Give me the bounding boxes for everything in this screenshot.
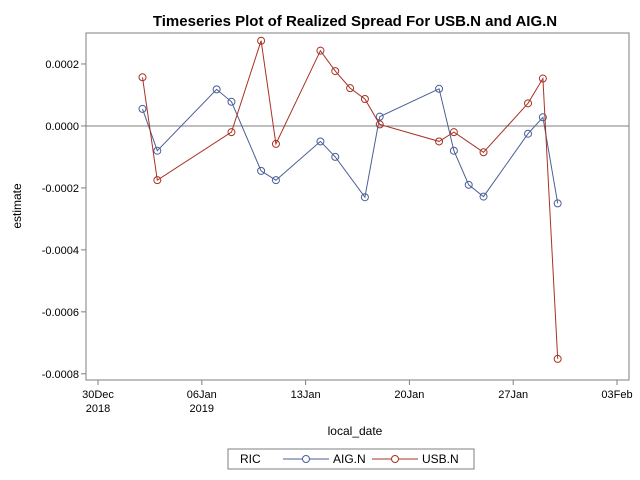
data-point-aig-n [212, 85, 221, 94]
data-point-aig-n [316, 137, 325, 146]
data-point-usb-n [271, 139, 280, 148]
legend-label-aig-n: AIG.N [333, 452, 366, 466]
data-point-aig-n [227, 97, 236, 106]
chart-title: Timeseries Plot of Realized Spread For U… [153, 13, 557, 30]
x-tick-label-year: 2019 [190, 403, 214, 415]
data-point-usb-n [227, 128, 236, 137]
data-point-usb-n [538, 74, 547, 83]
x-tick-label: 06Jan [187, 389, 217, 401]
legend-items: AIG.N USB.N [283, 452, 459, 466]
data-point-aig-n [435, 84, 444, 93]
data-point-aig-n [449, 146, 458, 155]
data-point-aig-n [524, 129, 533, 138]
y-tick-label: -0.0006 [42, 307, 79, 319]
data-point-usb-n [524, 99, 533, 108]
x-tick-label: 13Jan [291, 389, 321, 401]
data-point-usb-n [435, 137, 444, 146]
x-axis-label: local_date [328, 424, 383, 438]
y-tick-label: -0.0002 [42, 183, 79, 195]
data-point-aig-n [479, 192, 488, 201]
x-tick-label: 20Jan [394, 389, 424, 401]
legend-marker-aig-n [302, 455, 310, 463]
data-point-aig-n [138, 104, 147, 113]
data-point-usb-n [375, 120, 384, 129]
data-point-aig-n [271, 176, 280, 185]
data-point-usb-n [553, 354, 562, 363]
y-tick-label: 0.0000 [45, 121, 79, 133]
data-point-aig-n [153, 146, 162, 155]
y-axis-label: estimate [10, 183, 24, 229]
data-point-usb-n [360, 94, 369, 103]
data-point-usb-n [257, 36, 266, 45]
data-point-aig-n [257, 166, 266, 175]
x-tick-label: 03Feb [601, 389, 632, 401]
legend-frame [227, 448, 475, 470]
data-point-aig-n [375, 112, 384, 121]
series-line-aig-n [142, 88, 559, 204]
data-point-usb-n [331, 67, 340, 76]
data-point-usb-n [153, 176, 162, 185]
data-point-usb-n [449, 128, 458, 137]
x-axis: 30Dec 2018 06Jan 2019 13Jan 20Jan 27Jan 03Feb [82, 380, 633, 415]
data-point-aig-n [538, 113, 547, 122]
data-point-usb-n [138, 73, 147, 82]
data-point-aig-n [464, 180, 473, 189]
data-point-usb-n [479, 148, 488, 157]
x-tick-label: 27Jan [498, 389, 528, 401]
data-point-usb-n [346, 84, 355, 93]
legend-marker-usb-n [391, 455, 399, 463]
data-point-aig-n [360, 193, 369, 202]
data-point-usb-n [316, 46, 325, 55]
legend: RIC AIG.N USB.N [227, 448, 475, 470]
y-tick-label: -0.0004 [42, 245, 79, 257]
data-point-aig-n [553, 199, 562, 208]
data-point-aig-n [331, 152, 340, 161]
x-tick-label-year: 2018 [86, 403, 110, 415]
y-tick-label: 0.0002 [45, 59, 79, 71]
y-axis: 0.0002 0.0000 -0.0002 -0.0004 -0.0006 -0.0008 [42, 59, 86, 381]
plot-area-frame [85, 32, 630, 381]
legend-label-usb-n: USB.N [422, 452, 459, 466]
series-line-usb-n [142, 40, 559, 359]
y-tick-label: -0.0008 [42, 369, 79, 381]
series-layer [138, 36, 562, 363]
x-tick-label: 30Dec [82, 389, 114, 401]
legend-title: RIC [240, 452, 261, 466]
